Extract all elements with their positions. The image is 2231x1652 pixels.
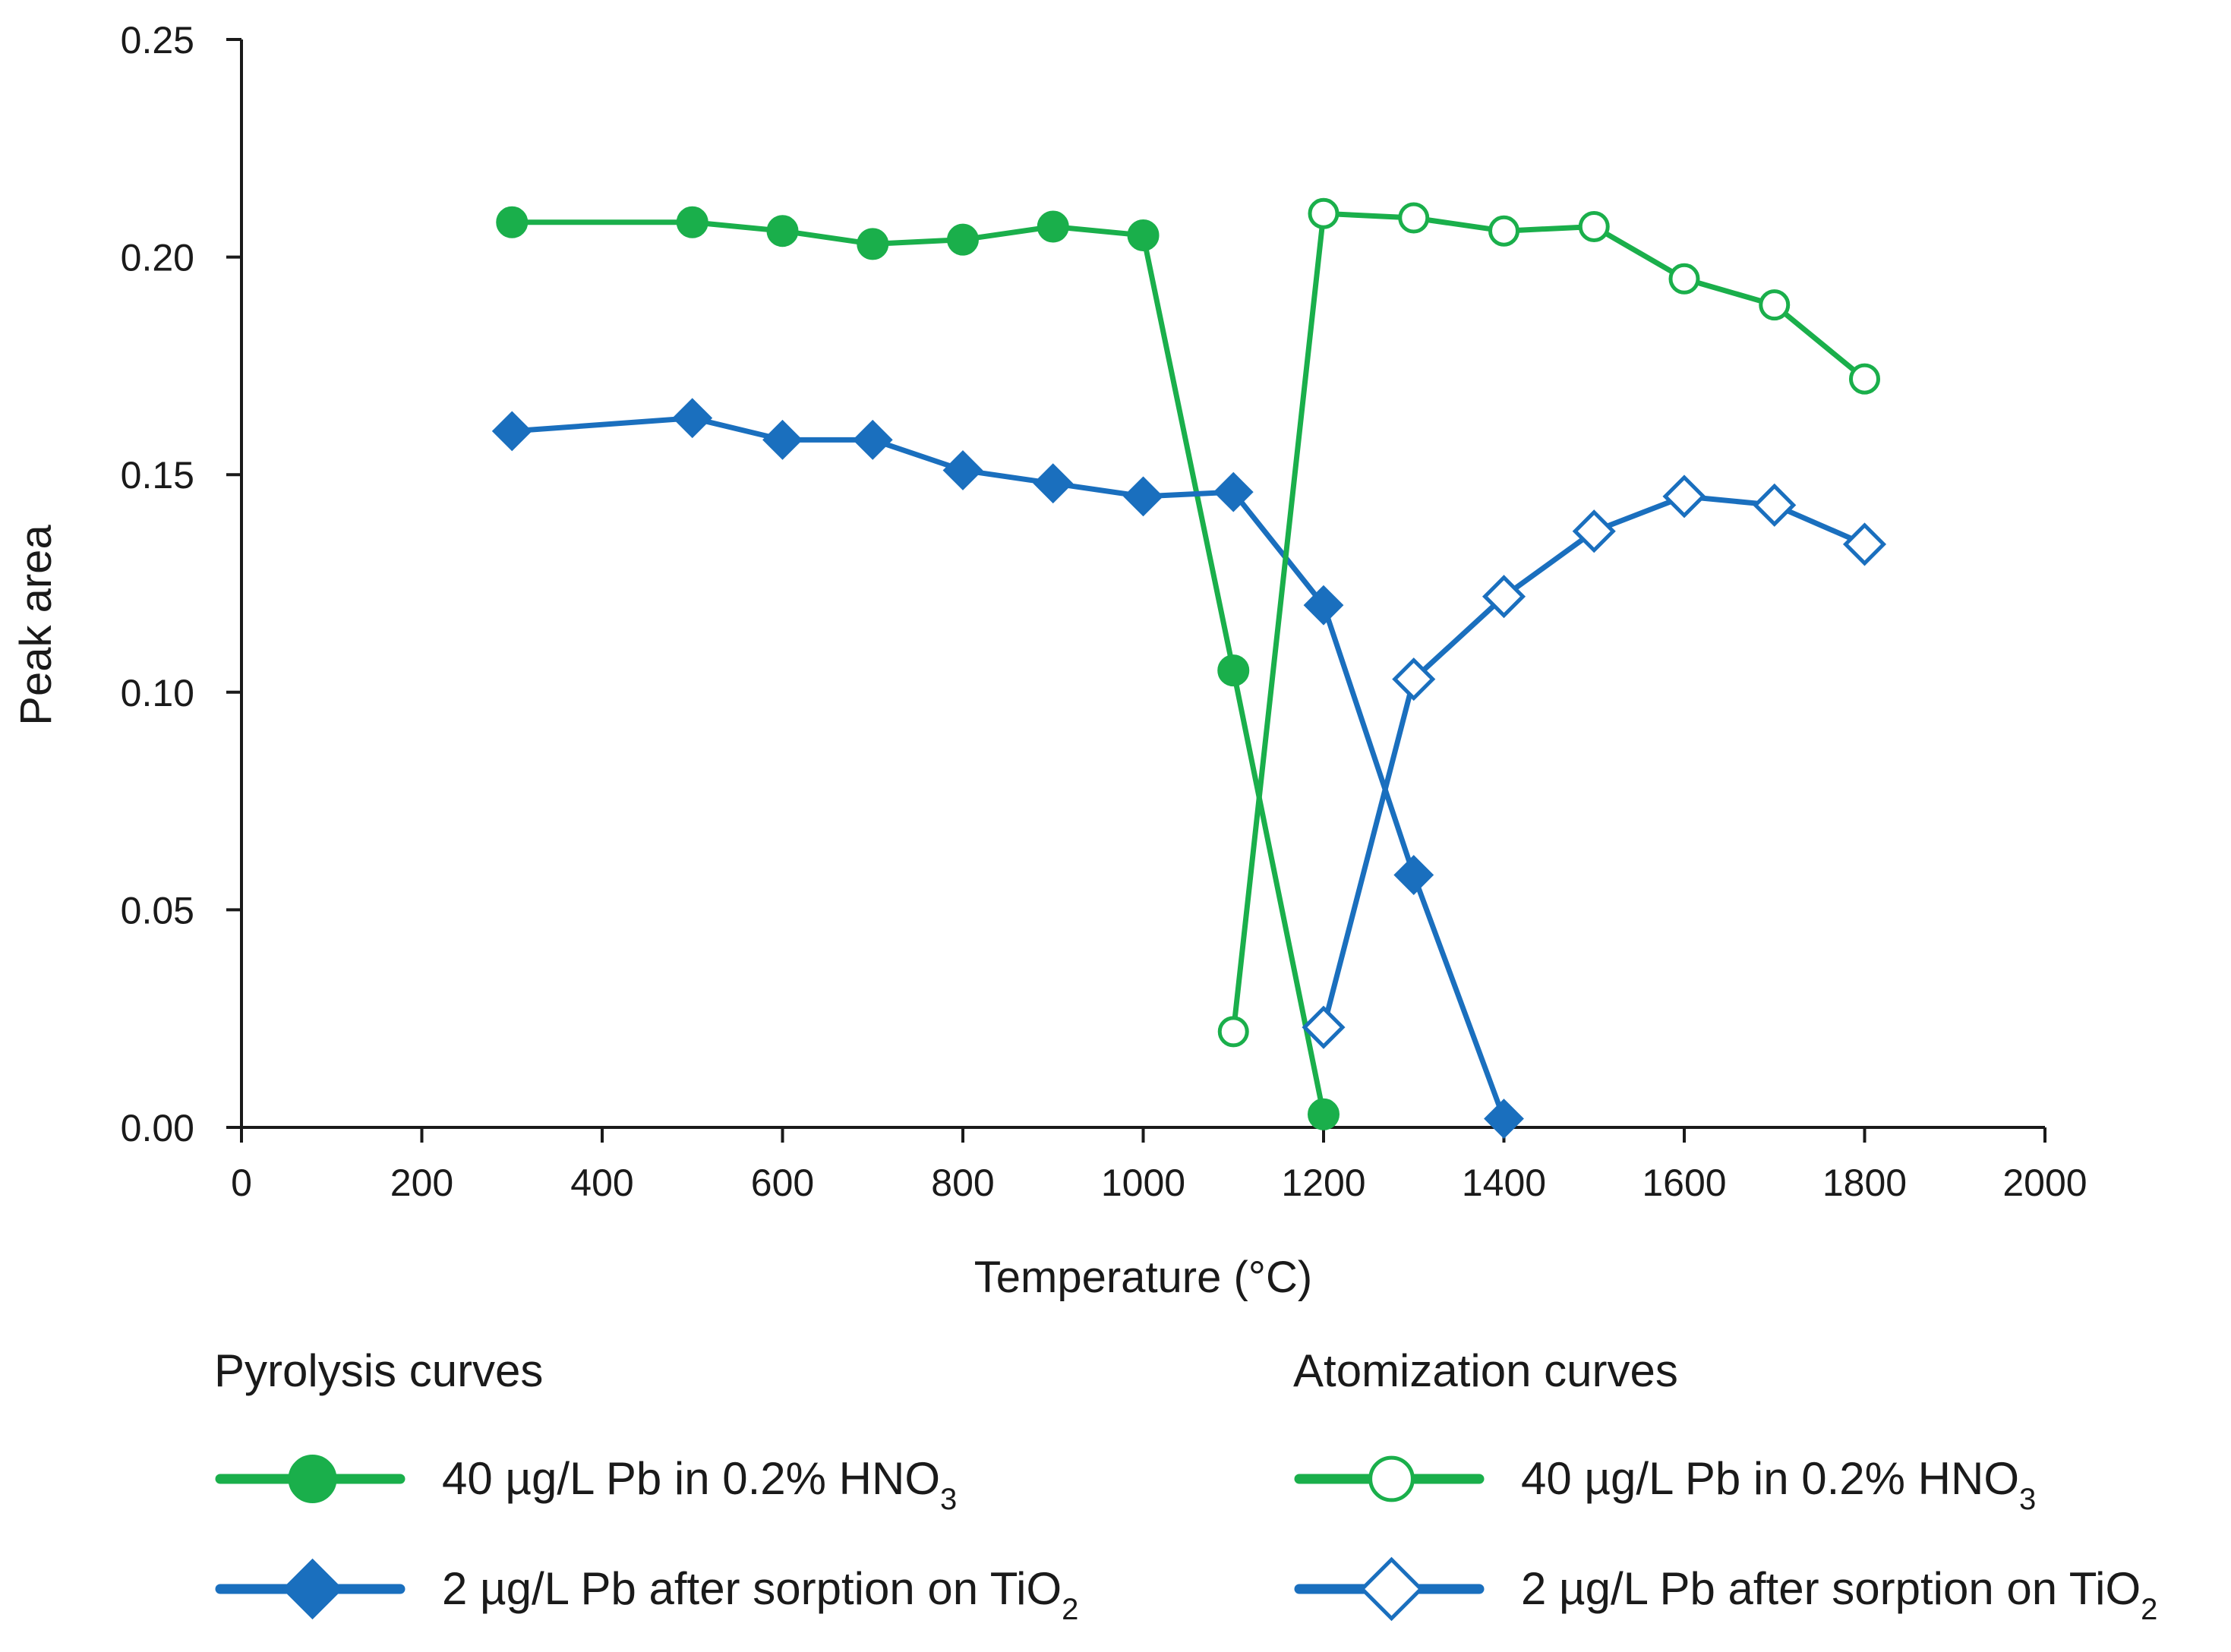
y-tick-label: 0.05 [121,889,194,932]
data-point [1578,210,1610,242]
data-point [1033,463,1074,504]
x-tick-label: 800 [931,1162,994,1204]
data-point [1398,202,1430,234]
series-line [511,415,1507,1120]
legend-label: 2 µg/L Pb after sorption on TiO2 [1521,1563,2157,1626]
x-axis-title: Temperature (°C) [974,1253,1312,1302]
chart-legend: Pyrolysis curves 40 µg/L Pb in 0.2% HNO3 2… [214,1345,2157,1626]
data-point [1308,197,1340,229]
x-tick-label: 600 [751,1162,814,1204]
series-3-points [1302,474,1887,1049]
x-tick-label: 1200 [1281,1162,1365,1204]
data-point [1662,474,1706,519]
data-point [1213,471,1254,512]
data-point [942,450,983,490]
legend-label: 40 µg/L Pb in 0.2% HNO3 [442,1453,957,1516]
data-point [1668,263,1700,295]
data-point [1393,855,1434,895]
x-tick-label: 1000 [1101,1162,1185,1204]
data-point [1753,483,1797,527]
x-tick-label: 1400 [1462,1162,1546,1204]
data-point [1849,363,1880,395]
legend-heading: Pyrolysis curves [214,1345,543,1396]
legend-label-subscript: 3 [2019,1483,2036,1516]
data-point [1572,509,1616,553]
legend-label-subscript: 2 [1062,1593,1078,1626]
legend-group-1: Atomization curves 40 µg/L Pb in 0.2% HNO… [1293,1345,2157,1626]
data-point [1482,575,1526,619]
data-point [1217,654,1250,687]
data-point [1759,289,1791,321]
legend-swatch-marker [1359,1556,1424,1622]
x-tick-label: 0 [231,1162,252,1204]
data-point [947,223,979,256]
legend-label: 2 µg/L Pb after sorption on TiO2 [442,1563,1078,1626]
y-tick-label: 0.20 [121,237,194,279]
y-tick-label: 0.25 [121,19,194,61]
y-tick-label: 0.10 [121,672,194,714]
legend-label-subscript: 2 [2141,1593,2157,1626]
data-point [1308,1098,1340,1130]
x-tick-label: 200 [390,1162,453,1204]
data-point [491,411,532,452]
series-line [1321,493,1866,1029]
data-point [762,419,803,460]
series-2-points [1217,197,1880,1048]
series-1-points [491,398,1524,1139]
data-point [1302,1005,1346,1049]
chart-plot-area [491,197,1887,1139]
legend-label: 40 µg/L Pb in 0.2% HNO3 [1521,1453,2036,1516]
x-tick-label: 2000 [2002,1162,2087,1204]
data-point [1217,1016,1249,1048]
legend-swatch-marker [282,1558,343,1620]
chart-axes: 0.00 0.05 0.10 0.15 0.20 0.25 0 200 400 600 800 100… [121,19,2087,1204]
x-tick-label: 1600 [1642,1162,1726,1204]
series-line [512,219,1327,1115]
data-point [1123,476,1163,517]
data-point [1484,1099,1524,1139]
legend-swatch-marker [288,1455,337,1503]
y-tick-label: 0.15 [121,454,194,497]
data-point [1303,585,1344,626]
data-point [1842,522,1887,566]
data-point [852,419,893,460]
data-point [496,206,529,238]
legend-label-subscript: 3 [940,1483,957,1516]
data-point [676,206,708,238]
legend-group-0: Pyrolysis curves 40 µg/L Pb in 0.2% HNO3 2… [214,1345,1078,1626]
series-3 [1321,493,1866,1029]
series-1 [511,415,1507,1120]
data-point [672,398,713,439]
x-tick-label: 1800 [1822,1162,1907,1204]
x-tick-label: 400 [570,1162,633,1204]
legend-heading: Atomization curves [1293,1345,1678,1396]
data-point [766,215,799,247]
data-point [1037,210,1069,243]
series-0-points [496,206,1340,1130]
data-point [1127,219,1160,251]
series-0 [512,219,1327,1115]
y-tick-label: 0.00 [121,1107,194,1149]
y-axis-title: Peak area [11,525,61,726]
data-point [1392,657,1436,701]
data-point [1488,215,1519,247]
legend-swatch-marker [1368,1455,1415,1502]
data-point [857,228,889,260]
